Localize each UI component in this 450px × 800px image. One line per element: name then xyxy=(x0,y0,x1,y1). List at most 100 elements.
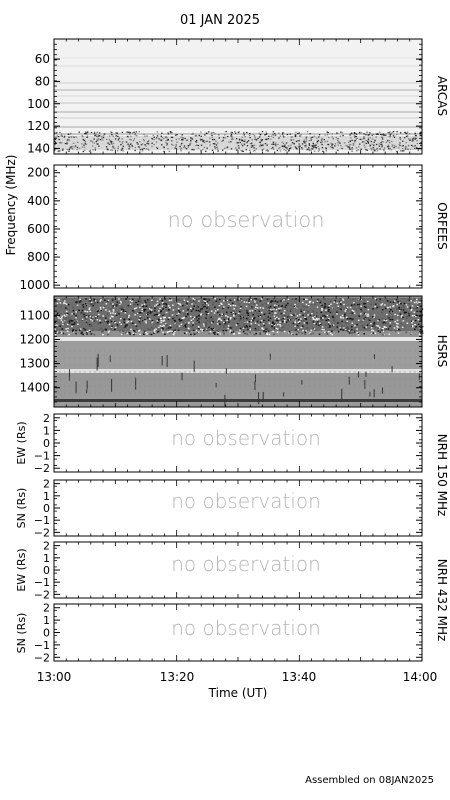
arcas-speckle xyxy=(112,147,115,149)
hsrs-speckle xyxy=(233,318,236,320)
hsrs-speckle xyxy=(200,301,203,304)
hsrs-speckle xyxy=(88,307,91,309)
hsrs-speckle xyxy=(389,306,392,308)
arcas-speckle xyxy=(351,133,353,135)
hsrs-speckle xyxy=(100,309,102,312)
hsrs-speckle xyxy=(162,331,165,334)
hsrs-speckle xyxy=(417,323,420,326)
nrh432-sn-no-observation: no observation xyxy=(171,616,321,640)
hsrs-speckle xyxy=(175,322,177,324)
arcas-speckle xyxy=(243,134,245,136)
arcas-speckle xyxy=(289,133,291,135)
hsrs-speckle xyxy=(93,298,96,301)
hsrs-speckle xyxy=(64,315,67,318)
arcas-speckle xyxy=(366,131,368,133)
arcas-speckle xyxy=(59,131,61,134)
arcas-speckle xyxy=(300,134,302,136)
arcas-speckle xyxy=(312,144,315,146)
hsrs-speckle xyxy=(204,300,207,303)
arcas-speckle xyxy=(181,134,183,136)
arcas-speckle xyxy=(97,135,100,137)
arcas-speckle xyxy=(135,135,138,137)
y-tick-label: 1 xyxy=(43,552,50,565)
hsrs-speckle xyxy=(261,311,263,314)
hsrs-speckle xyxy=(154,310,156,312)
hsrs-speckle xyxy=(401,314,403,316)
arcas-speckle xyxy=(96,135,98,137)
arcas-speckle xyxy=(243,140,245,143)
arcas-speckle xyxy=(238,138,241,141)
hsrs-speckle xyxy=(162,306,165,308)
arcas-speckle xyxy=(54,141,57,144)
hsrs-speckle xyxy=(275,305,277,307)
arcas-speckle xyxy=(189,144,191,146)
hsrs-speckle xyxy=(244,326,246,328)
hsrs-speckle xyxy=(134,323,137,326)
hsrs-speckle xyxy=(282,326,284,328)
hsrs-speckle xyxy=(263,330,265,333)
hsrs-speckle xyxy=(110,315,113,317)
arcas-speckle xyxy=(259,134,262,136)
hsrs-speckle xyxy=(329,300,332,303)
arcas-speckle xyxy=(180,144,183,146)
hsrs-speckle xyxy=(90,333,93,335)
arcas-speckle xyxy=(216,146,218,148)
hsrs-speckle xyxy=(89,330,91,333)
arcas-speckle xyxy=(272,136,275,139)
hsrs-speckle xyxy=(271,300,274,302)
arcas-speckle xyxy=(243,132,245,134)
y-tick-label: 2 xyxy=(43,412,50,425)
hsrs-speckle xyxy=(310,333,312,335)
hsrs-speckle xyxy=(266,332,268,334)
hsrs-speckle xyxy=(340,311,343,313)
arcas-speckle xyxy=(232,138,234,140)
arcas-speckle xyxy=(272,134,274,136)
hsrs-speckle xyxy=(102,315,104,317)
arcas-speckle xyxy=(196,144,198,146)
arcas-speckle xyxy=(322,150,324,152)
arcas-speckle xyxy=(304,142,306,144)
hsrs-speckle xyxy=(73,313,75,315)
hsrs-speckle xyxy=(304,316,306,319)
nrh150-sn-y-axis: 210−1−2 xyxy=(34,478,422,539)
hsrs-speckle xyxy=(143,319,146,321)
arcas-speckle xyxy=(180,139,183,141)
hsrs-speckle xyxy=(264,319,267,322)
hsrs-speckle xyxy=(314,303,316,305)
hsrs-speckle xyxy=(278,300,280,303)
hsrs-speckle xyxy=(174,322,176,324)
arcas-speckle xyxy=(166,144,168,146)
hsrs-speckle xyxy=(255,332,257,335)
arcas-speckle xyxy=(276,149,279,152)
hsrs-speckle xyxy=(183,316,185,319)
arcas-speckle xyxy=(366,149,368,151)
hsrs-speckle xyxy=(68,333,70,336)
hsrs-speckle xyxy=(190,319,193,322)
hsrs-speckle xyxy=(373,325,376,327)
arcas-speckle xyxy=(281,141,283,143)
hsrs-speckle xyxy=(218,298,221,301)
hsrs-speckle xyxy=(212,301,215,304)
arcas-speckle xyxy=(376,148,378,150)
hsrs-speckle xyxy=(260,320,263,322)
arcas-speckle xyxy=(234,132,237,134)
hsrs-speckle xyxy=(156,320,159,322)
arcas-speckle xyxy=(341,132,344,134)
hsrs-speckle xyxy=(216,329,219,332)
hsrs-speckle xyxy=(189,301,192,304)
hsrs-speckle xyxy=(246,312,248,314)
arcas-label: ARCAS xyxy=(435,76,449,116)
hsrs-speckle xyxy=(238,310,241,313)
hsrs-speckle xyxy=(185,323,187,325)
arcas-speckle xyxy=(69,133,71,135)
arcas-speckle xyxy=(289,146,292,149)
hsrs-speckle xyxy=(196,316,198,318)
hsrs-speckle xyxy=(307,305,310,307)
hsrs-speckle xyxy=(157,330,160,333)
hsrs-speckle xyxy=(144,300,146,302)
arcas-speckle xyxy=(78,131,80,133)
hsrs-speckle xyxy=(138,319,141,321)
hsrs-speckle xyxy=(277,304,280,307)
hsrs-speckle xyxy=(281,320,284,323)
hsrs-speckle xyxy=(397,327,400,330)
